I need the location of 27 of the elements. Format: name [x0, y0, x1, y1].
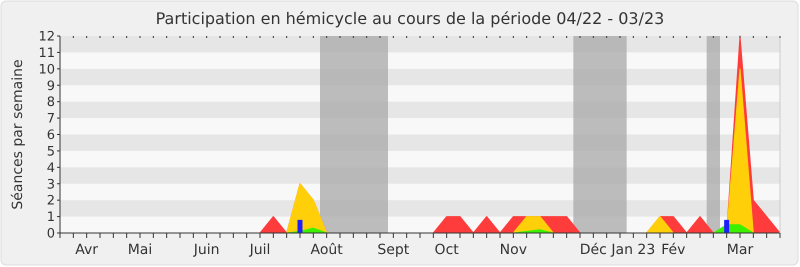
x-tick-label: Juin — [192, 242, 220, 258]
y-tick-label: 12 — [38, 30, 55, 45]
x-tick-label: Fév — [661, 242, 686, 258]
x-tick-label: Août — [310, 242, 344, 258]
x-tick-label: Déc — [580, 242, 607, 258]
x-tick-label: Mar — [726, 242, 754, 258]
y-tick-label: 1 — [46, 210, 55, 226]
y-tick-label: 8 — [46, 95, 55, 110]
chart-title: Participation en hémicycle au cours de la période 04/22 - 03/23 — [156, 9, 664, 28]
y-tick-label: 6 — [46, 128, 55, 144]
x-tick-label: Jan 23 — [610, 242, 656, 258]
x-tick-label: Nov — [500, 242, 527, 258]
x-tick-label: Sept — [377, 242, 410, 258]
y-axis-title: Séances par semaine — [10, 59, 26, 210]
x-tick-label: Mai — [128, 242, 152, 258]
y-tick-label: 5 — [46, 144, 55, 160]
y-tick-label: 10 — [38, 62, 55, 78]
y-tick-label: 3 — [46, 177, 55, 192]
y-tick-label: 11 — [38, 46, 55, 61]
x-tick-label: Juil — [248, 242, 270, 258]
y-tick-label: 0 — [46, 226, 55, 242]
y-tick-label: 9 — [46, 78, 55, 94]
y-tick-label: 4 — [46, 160, 55, 176]
y-tick-label: 2 — [46, 194, 55, 209]
x-tick-label: Oct — [434, 242, 460, 258]
x-tick-label: Avr — [75, 242, 98, 258]
y-tick-label: 7 — [46, 112, 55, 127]
